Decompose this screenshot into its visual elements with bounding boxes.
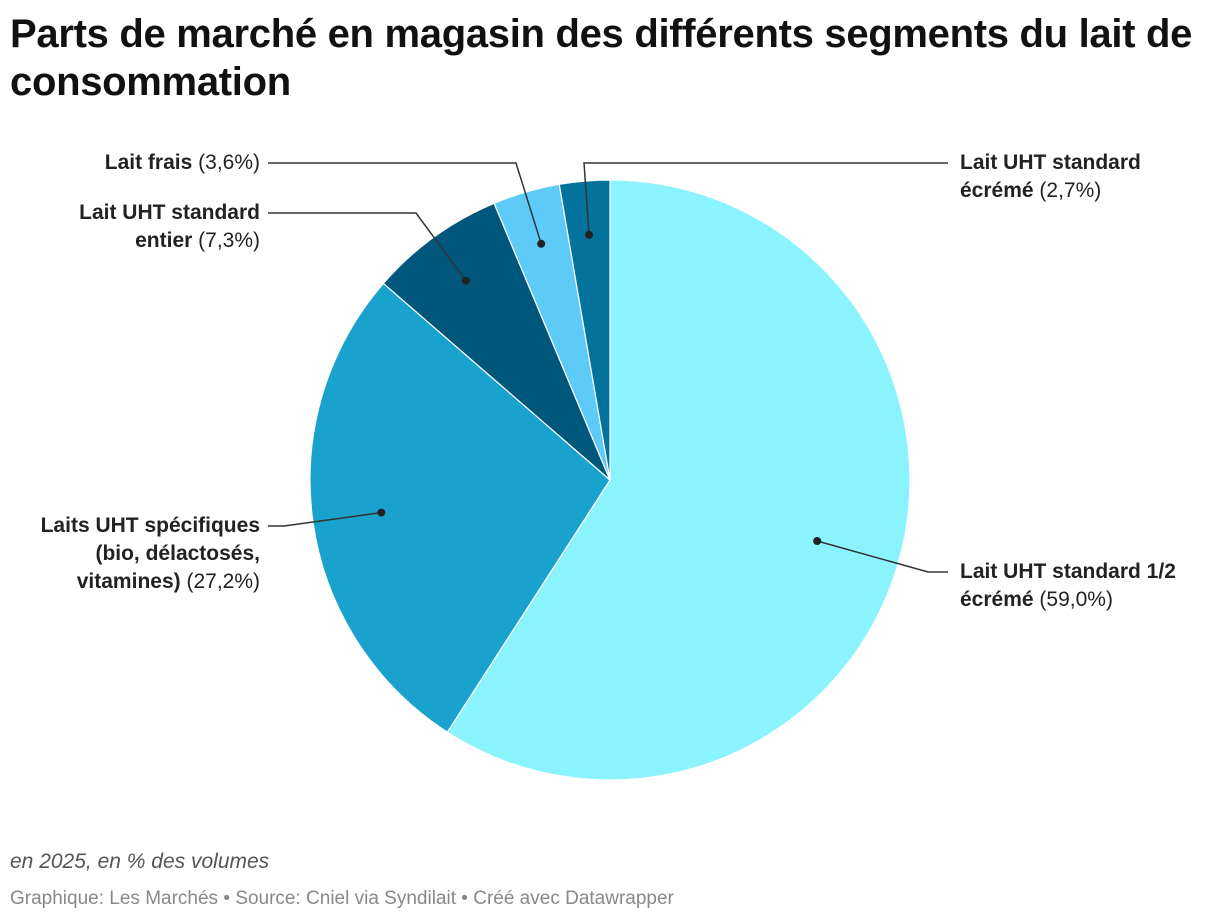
slice-name: Lait UHT standard 1/2 xyxy=(960,560,1176,583)
slice-label-line: Lait UHT standard 1/2 xyxy=(960,558,1176,586)
leader-lines xyxy=(268,162,948,573)
slice-label-2: Lait UHT standard entier (7,3%) xyxy=(79,199,260,255)
leader-dot-1 xyxy=(377,508,386,517)
footer-tool: Créé avec Datawrapper xyxy=(473,888,674,909)
slice-label-line: Lait frais (3,6%) xyxy=(105,149,260,177)
slice-label-line: (bio, délactosés, xyxy=(41,540,260,568)
slice-name: vitamines) xyxy=(76,570,181,593)
footer-separator: • xyxy=(456,888,474,909)
slice-label-4: Lait UHT standard écrémé (2,7%) xyxy=(960,149,1141,205)
slice-value: (7,3%) xyxy=(198,229,260,252)
slice-name: Lait UHT standard xyxy=(79,201,260,224)
footer-credit: Graphique: Les Marchés xyxy=(10,888,219,909)
leader-dot-4 xyxy=(585,230,594,239)
leader-line-1 xyxy=(268,511,382,527)
slice-label-line: vitamines) (27,2%) xyxy=(41,568,260,596)
slice-name: entier xyxy=(135,229,193,252)
slice-label-1: Laits UHT spécifiques (bio, délactosés, vi… xyxy=(41,512,260,596)
leader-line-2 xyxy=(268,212,467,282)
footer-separator: • xyxy=(218,888,236,909)
slice-name: écrémé xyxy=(960,179,1034,202)
leader-line-4 xyxy=(583,162,948,235)
leader-line-0 xyxy=(816,540,948,573)
slice-name: Lait UHT standard xyxy=(960,151,1141,174)
slice-name: Laits UHT spécifiques xyxy=(40,514,260,537)
slice-label-0: Lait UHT standard 1/2 écrémé (59,0%) xyxy=(960,558,1176,614)
leader-dot-3 xyxy=(537,239,546,248)
pie-slices xyxy=(309,179,911,781)
chart-subtitle: en 2025, en % des volumes xyxy=(10,850,270,873)
slice-label-line: écrémé (59,0%) xyxy=(960,586,1176,614)
slice-label-line: entier (7,3%) xyxy=(79,227,260,255)
slice-label-line: Laits UHT spécifiques xyxy=(41,512,260,540)
leader-dot-0 xyxy=(813,537,822,545)
slice-value: (27,2%) xyxy=(186,570,260,593)
slice-name: (bio, délactosés, xyxy=(95,542,260,565)
leader-dot-2 xyxy=(461,276,470,285)
pie-slice-0 xyxy=(446,179,911,781)
slice-value: (59,0%) xyxy=(1039,588,1113,611)
slice-label-line: Lait UHT standard xyxy=(79,199,260,227)
slice-label-3: Lait frais (3,6%) xyxy=(105,149,260,177)
footer-source: Source: Cniel via Syndilait xyxy=(235,888,456,909)
slice-name: Lait frais xyxy=(104,151,193,174)
slice-label-line: Lait UHT standard xyxy=(960,149,1141,177)
chart-title: Parts de marché en magasin des différent… xyxy=(10,12,1193,104)
slice-label-line: écrémé (2,7%) xyxy=(960,177,1141,205)
slice-value: (2,7%) xyxy=(1039,179,1102,202)
chart-footer: Graphique: Les Marchés • Source: Cniel v… xyxy=(10,888,674,910)
slice-name: écrémé xyxy=(960,588,1034,611)
slice-value: (3,6%) xyxy=(198,151,260,174)
leader-line-3 xyxy=(268,162,542,245)
